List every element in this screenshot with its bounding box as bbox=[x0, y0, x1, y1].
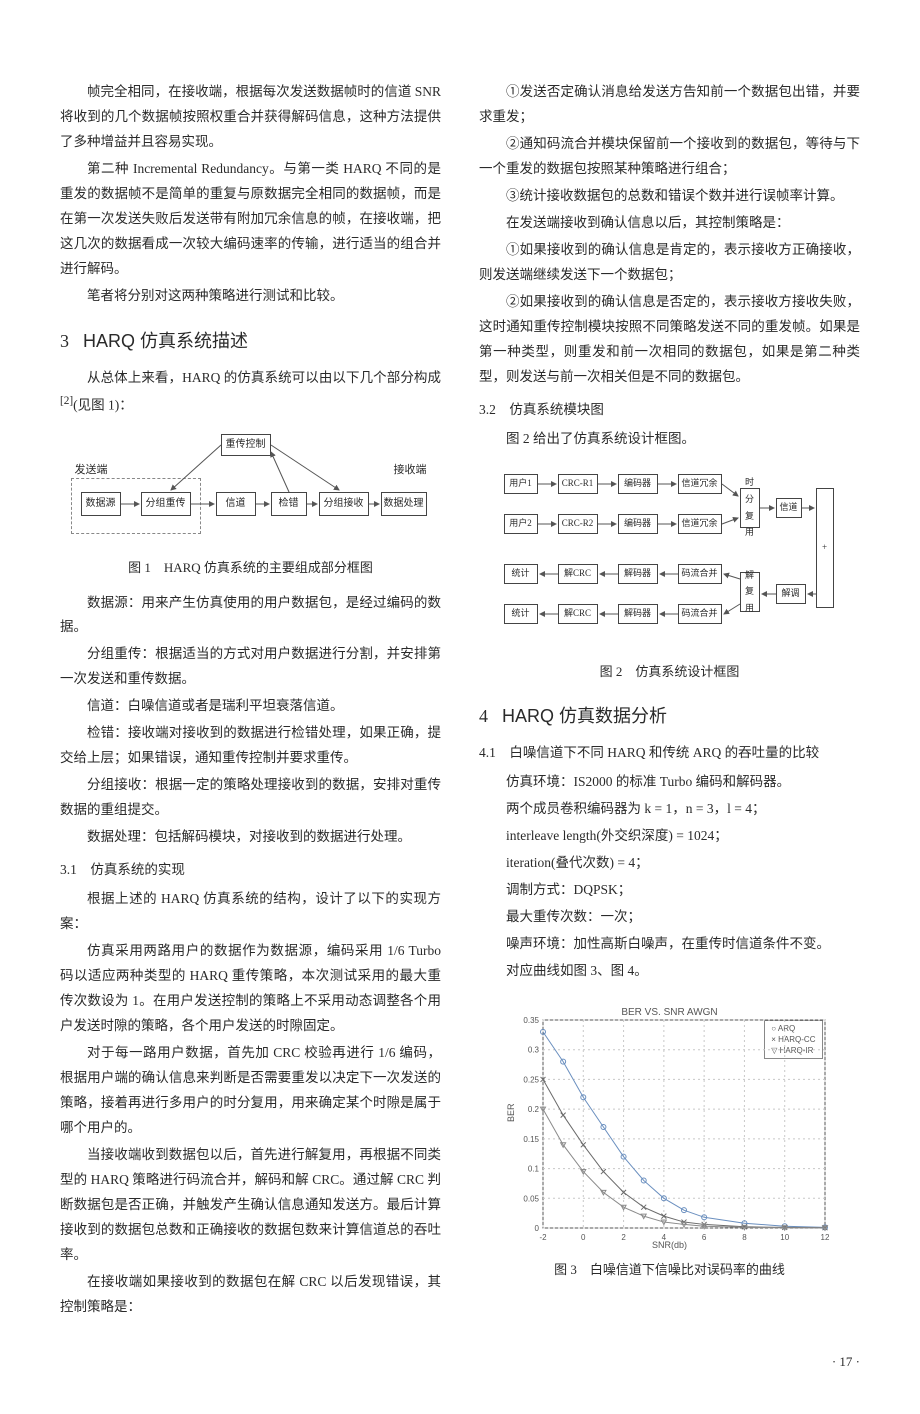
section-number: 3 bbox=[60, 331, 69, 351]
left-column: 帧完全相同，在接收端，根据每次发送数据帧时的信道 SNR 将收到的几个数据帧按照… bbox=[60, 80, 441, 1322]
section-4-heading: 4 HARQ 仿真数据分析 bbox=[479, 700, 860, 733]
para: 最大重传次数：一次； bbox=[479, 905, 860, 930]
para: 从总体上来看，HARQ 的仿真系统可以由以下几个部分构成 [2](见图 1)： bbox=[60, 366, 441, 418]
para: 噪声环境：加性高斯白噪声，在重传时信道条件不变。 bbox=[479, 932, 860, 957]
figure-2-caption: 图 2 仿真系统设计框图 bbox=[479, 660, 860, 684]
para: 对于每一路用户数据，首先加 CRC 校验再进行 1/6 编码，根据用户端的确认信… bbox=[60, 1041, 441, 1141]
svg-text:0: 0 bbox=[581, 1233, 586, 1242]
right-column: ①发送否定确认消息给发送方告知前一个数据包出错，并要求重发； ②通知码流合并模块… bbox=[479, 80, 860, 1322]
para: 分组接收：根据一定的策略处理接收到的数据，安排对重传数据的重组提交。 bbox=[60, 773, 441, 823]
svg-text:4: 4 bbox=[661, 1233, 666, 1242]
figure-3-caption: 图 3 白噪信道下信噪比对误码率的曲线 bbox=[479, 1258, 860, 1282]
figure-1-arrows bbox=[71, 430, 431, 550]
two-column-layout: 帧完全相同，在接收端，根据每次发送数据帧时的信道 SNR 将收到的几个数据帧按照… bbox=[60, 80, 860, 1322]
para: 在接收端如果接收到的数据包在解 CRC 以后发现错误，其控制策略是： bbox=[60, 1270, 441, 1320]
section-title: HARQ 仿真系统描述 bbox=[83, 331, 248, 351]
para: 当接收端收到数据包以后，首先进行解复用，再根据不同类型的 HARQ 策略进行码流… bbox=[60, 1143, 441, 1268]
para: ②通知码流合并模块保留前一个接收到的数据包，等待与下一个重发的数据包按照某种策略… bbox=[479, 132, 860, 182]
svg-text:2: 2 bbox=[621, 1233, 626, 1242]
para: 数据源：用来产生仿真使用的用户数据包，是经过编码的数据。 bbox=[60, 591, 441, 641]
subsection-3-2: 3.2 仿真系统模块图 bbox=[479, 398, 860, 423]
svg-text:8: 8 bbox=[742, 1233, 747, 1242]
para: 两个成员卷积编码器为 k = 1，n = 3，l = 4； bbox=[479, 797, 860, 822]
chart-svg: -202468101200.050.10.150.20.250.30.35 bbox=[505, 1002, 835, 1252]
para: ②如果接收到的确认信息是否定的，表示接收方接收失败，这时通知重传控制模块按照不同… bbox=[479, 290, 860, 390]
para: 分组重传：根据适当的方式对用户数据进行分割，并安排第一次发送和重传数据。 bbox=[60, 642, 441, 692]
svg-text:0.2: 0.2 bbox=[527, 1105, 539, 1114]
figure-2-diagram: 用户1 用户2 CRC-R1 CRC-R2 编码器 编码器 信道冗余 信道冗余 … bbox=[500, 464, 840, 654]
section-3-heading: 3 HARQ 仿真系统描述 bbox=[60, 325, 441, 358]
svg-text:10: 10 bbox=[780, 1233, 789, 1242]
para: iteration(叠代次数) = 4； bbox=[479, 851, 860, 876]
math: k = 1，n = 3，l = 4； bbox=[644, 801, 765, 816]
para: interleave length(外交织深度) = 1024； bbox=[479, 824, 860, 849]
section-number: 4 bbox=[479, 706, 488, 726]
para: 图 2 给出了仿真系统设计框图。 bbox=[479, 427, 860, 452]
para: 帧完全相同，在接收端，根据每次发送数据帧时的信道 SNR 将收到的几个数据帧按照… bbox=[60, 80, 441, 155]
figure-1: 发送端 接收端 重传控制 数据源 分组重传 信道 检错 分组接收 数据处理 bbox=[60, 430, 441, 580]
para: 仿真环境：IS2000 的标准 Turbo 编码和解码器。 bbox=[479, 770, 860, 795]
section-title: HARQ 仿真数据分析 bbox=[502, 706, 667, 726]
text: 从总体上来看，HARQ 的仿真系统可以由以下几个部分构成 bbox=[87, 370, 441, 385]
para: ③统计接收数据包的总数和错误个数并进行误帧率计算。 bbox=[479, 184, 860, 209]
subsection-4-1: 4.1 白噪信道下不同 HARQ 和传统 ARQ 的吞吐量的比较 bbox=[479, 741, 860, 766]
para: 笔者将分别对这两种策略进行测试和比较。 bbox=[60, 284, 441, 309]
figure-3-chart: BER VS. SNR AWGN BER SNR(db) ○ ARQ × HAR… bbox=[505, 1002, 835, 1252]
para: ①如果接收到的确认信息是肯定的，表示接收方正确接收，则发送端继续发送下一个数据包… bbox=[479, 238, 860, 288]
svg-text:0.3: 0.3 bbox=[527, 1045, 539, 1054]
text: (见图 1)： bbox=[73, 397, 133, 412]
svg-text:12: 12 bbox=[820, 1233, 829, 1242]
svg-text:0.15: 0.15 bbox=[523, 1134, 539, 1143]
para: 根据上述的 HARQ 仿真系统的结构，设计了以下的实现方案： bbox=[60, 887, 441, 937]
para: 仿真采用两路用户的数据作为数据源，编码采用 1/6 Turbo 码以适应两种类型… bbox=[60, 939, 441, 1039]
para: 数据处理：包括解码模块，对接收到的数据进行处理。 bbox=[60, 825, 441, 850]
para: 在发送端接收到确认信息以后，其控制策略是： bbox=[479, 211, 860, 236]
para: ①发送否定确认消息给发送方告知前一个数据包出错，并要求重发； bbox=[479, 80, 860, 130]
para: 调制方式：DQPSK； bbox=[479, 878, 860, 903]
svg-text:0: 0 bbox=[534, 1224, 539, 1233]
subsection-3-1: 3.1 仿真系统的实现 bbox=[60, 858, 441, 883]
para: 信道：白噪信道或者是瑞利平坦衰落信道。 bbox=[60, 694, 441, 719]
para: 第二种 Incremental Redundancy。与第一类 HARQ 不同的… bbox=[60, 157, 441, 282]
para: 对应曲线如图 3、图 4。 bbox=[479, 959, 860, 984]
citation: [2] bbox=[60, 395, 73, 407]
text: 两个成员卷积编码器为 bbox=[506, 801, 644, 816]
page-number: · 17 · bbox=[60, 1350, 860, 1374]
svg-text:0.35: 0.35 bbox=[523, 1016, 539, 1025]
svg-text:-2: -2 bbox=[539, 1233, 547, 1242]
svg-text:6: 6 bbox=[701, 1233, 706, 1242]
svg-text:0.05: 0.05 bbox=[523, 1194, 539, 1203]
para: 检错：接收端对接收到的数据进行检错处理，如果正确，提交给上层；如果错误，通知重传… bbox=[60, 721, 441, 771]
figure-2: 用户1 用户2 CRC-R1 CRC-R2 编码器 编码器 信道冗余 信道冗余 … bbox=[479, 464, 860, 684]
figure-1-caption: 图 1 HARQ 仿真系统的主要组成部分框图 bbox=[60, 556, 441, 580]
figure-1-diagram: 发送端 接收端 重传控制 数据源 分组重传 信道 检错 分组接收 数据处理 bbox=[71, 430, 431, 550]
svg-text:0.25: 0.25 bbox=[523, 1075, 539, 1084]
svg-text:0.1: 0.1 bbox=[527, 1164, 539, 1173]
figure-2-arrows bbox=[500, 464, 840, 654]
